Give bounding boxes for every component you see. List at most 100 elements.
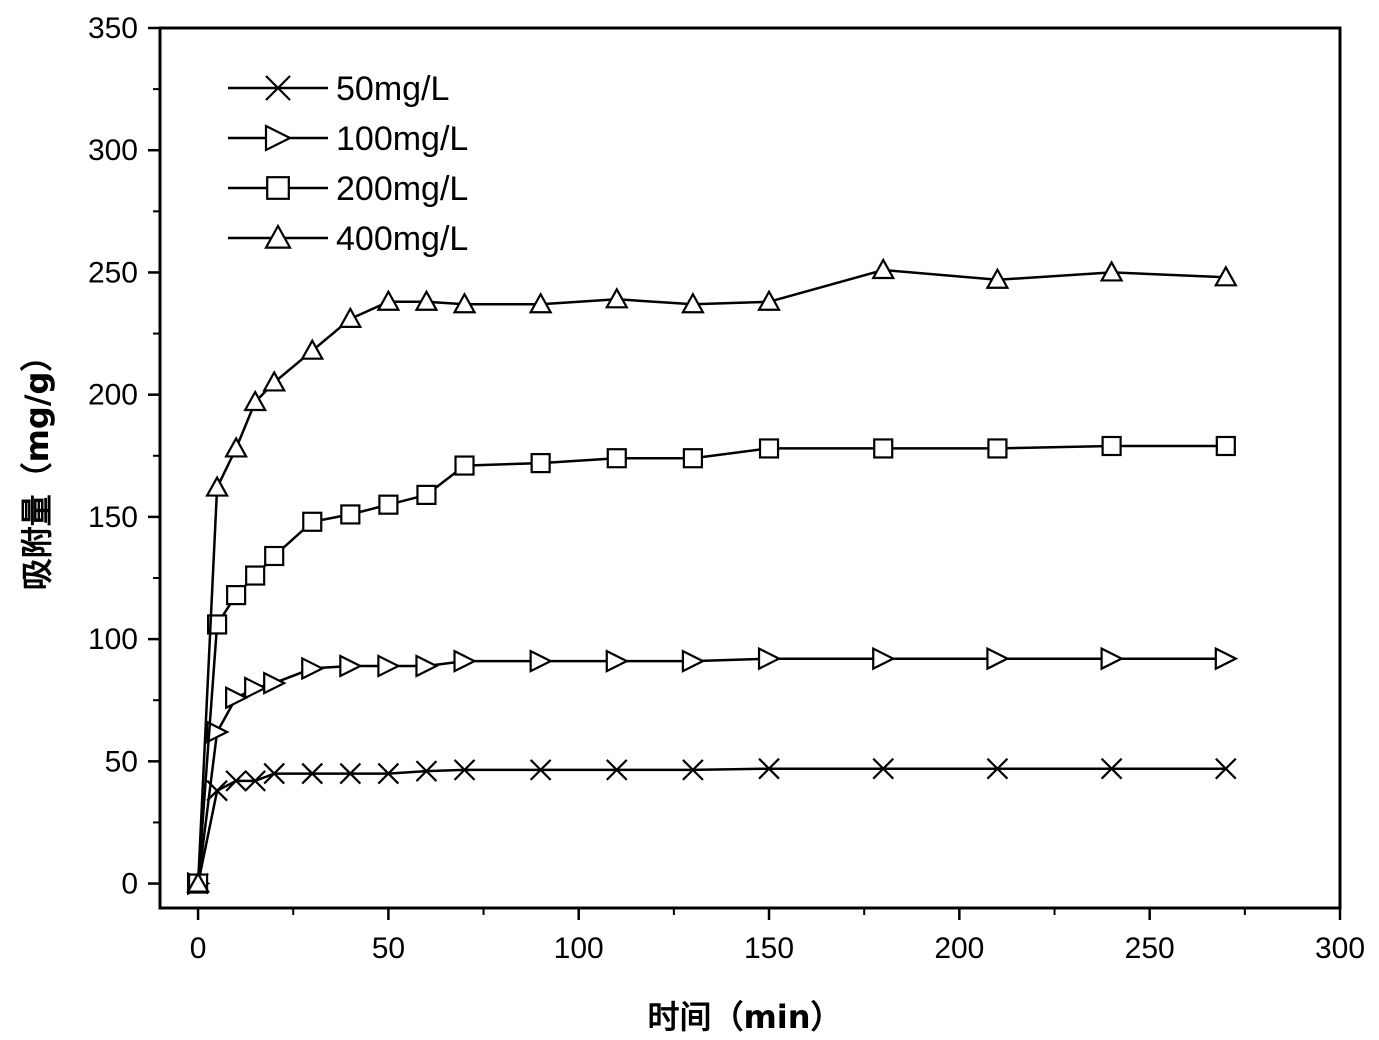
x-tick-label: 200 xyxy=(934,932,984,965)
x-marker-stroke xyxy=(872,757,895,780)
x-marker-stroke xyxy=(682,759,704,781)
square-marker xyxy=(1215,435,1236,457)
triangle-up-marker xyxy=(262,370,287,392)
square-marker xyxy=(987,438,1008,459)
triangle-up-marker xyxy=(205,475,229,497)
x-marker-stroke xyxy=(265,75,291,101)
square-marker xyxy=(378,494,399,515)
series-line xyxy=(196,767,1226,884)
legend-label: 200mg/L xyxy=(336,170,468,208)
x-marker xyxy=(872,757,895,780)
triangle-right-marker xyxy=(205,720,230,744)
legend-entry: 100mg/L xyxy=(228,120,468,158)
square-marker xyxy=(206,614,228,635)
square-marker xyxy=(758,438,780,459)
square-marker xyxy=(302,511,323,532)
x-marker-stroke xyxy=(415,760,438,782)
triangle-right-marker xyxy=(757,646,782,671)
x-marker-stroke xyxy=(225,770,247,792)
x-marker xyxy=(339,762,362,785)
x-marker-stroke xyxy=(244,770,266,792)
square-marker xyxy=(454,455,475,476)
legend-label: 400mg/L xyxy=(336,220,468,258)
triangle-right-marker xyxy=(244,676,268,700)
x-marker xyxy=(1215,757,1237,780)
square-marker xyxy=(606,448,627,469)
x-marker xyxy=(415,760,438,782)
triangle-up-marker xyxy=(604,287,629,309)
triangle-up-marker xyxy=(1099,260,1124,282)
x-marker-stroke xyxy=(301,762,324,785)
triangle-up-marker xyxy=(681,291,705,314)
x-marker xyxy=(758,757,780,780)
x-marker-stroke xyxy=(453,759,476,781)
y-axis-label: 吸附量（mg/g） xyxy=(18,340,56,591)
legend-entry: 400mg/L xyxy=(228,220,468,258)
x-marker xyxy=(682,759,704,781)
y-tick-label: 0 xyxy=(121,868,138,901)
triangle-right-marker xyxy=(872,646,896,671)
triangle-up-marker xyxy=(871,257,896,280)
square-marker xyxy=(682,448,704,469)
series-line xyxy=(196,268,1226,884)
x-axis-label: 时间（min） xyxy=(647,998,842,1036)
x-marker xyxy=(301,762,324,785)
x-marker-stroke xyxy=(1100,757,1123,780)
x-marker xyxy=(529,759,552,781)
x-tick-label: 100 xyxy=(554,932,604,965)
triangle-right-marker xyxy=(263,671,287,695)
square-marker xyxy=(245,565,266,586)
square-marker xyxy=(340,504,361,525)
x-tick-label: 250 xyxy=(1125,932,1175,965)
triangle-up-marker xyxy=(985,267,1010,289)
triangle-right-marker xyxy=(415,654,439,678)
x-marker-stroke xyxy=(758,757,780,780)
x-marker xyxy=(605,759,628,781)
axes: 0 50 100 150 200 250 300 0 50 100 150 200 250 300 350 xyxy=(88,12,1365,965)
triangle-up-marker xyxy=(376,289,401,311)
x-tick-label: 0 xyxy=(190,932,207,965)
series-0 xyxy=(187,757,1237,895)
triangle-right-marker xyxy=(453,649,477,673)
triangle-right-marker xyxy=(605,649,630,673)
series-1 xyxy=(186,646,1239,896)
x-marker-stroke xyxy=(263,762,285,785)
x-marker-stroke xyxy=(605,759,628,781)
x-marker-stroke xyxy=(377,762,400,785)
x-marker xyxy=(1100,757,1123,780)
x-tick-label: 300 xyxy=(1315,932,1365,965)
square-marker xyxy=(266,176,290,200)
x-marker-stroke xyxy=(1215,757,1237,780)
legend-label: 100mg/L xyxy=(336,120,468,158)
triangle-right-marker xyxy=(377,654,401,678)
y-tick-label: 350 xyxy=(88,12,138,45)
legend-entry: 200mg/L xyxy=(228,170,468,208)
triangle-right-marker xyxy=(986,646,1010,671)
x-marker xyxy=(986,757,1009,780)
x-marker xyxy=(377,762,400,785)
triangle-up-marker xyxy=(243,389,268,412)
x-marker xyxy=(265,75,291,101)
y-tick-label: 100 xyxy=(88,623,138,656)
triangle-up-marker xyxy=(528,291,553,314)
triangle-up-marker xyxy=(452,291,477,314)
square-marker xyxy=(873,438,894,459)
triangle-up-marker xyxy=(300,338,325,360)
series-3 xyxy=(186,257,1238,893)
x-marker-stroke xyxy=(529,759,552,781)
series-2 xyxy=(187,435,1236,894)
x-marker-stroke xyxy=(339,762,362,785)
x-marker xyxy=(263,762,285,785)
square-marker xyxy=(226,585,247,606)
square-marker xyxy=(264,545,285,567)
square-marker xyxy=(1101,435,1122,457)
triangle-right-marker xyxy=(264,124,293,152)
y-tick-label: 50 xyxy=(105,745,138,778)
triangle-right-marker xyxy=(681,649,706,673)
x-tick-label: 150 xyxy=(744,932,794,965)
x-tick-label: 50 xyxy=(372,932,405,965)
y-tick-label: 200 xyxy=(88,379,138,412)
plot-series xyxy=(186,257,1239,896)
triangle-right-marker xyxy=(339,654,363,678)
